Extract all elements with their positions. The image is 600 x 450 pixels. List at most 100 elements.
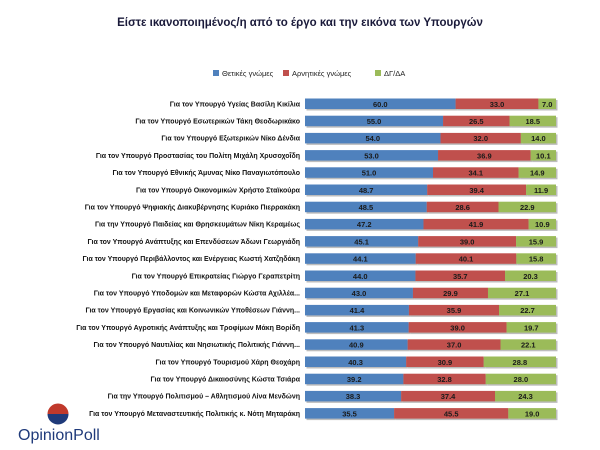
bar-value-label: 19.7 <box>524 323 539 332</box>
bar-value-label: 10.1 <box>536 151 551 160</box>
bar-segment-0 <box>305 408 395 419</box>
bar-segment-0 <box>305 218 424 230</box>
bar-value-label: 20.3 <box>523 272 538 281</box>
legend-label-2: ΔΓ/ΔΑ <box>384 69 405 78</box>
bar-value-label: 43.0 <box>352 289 367 298</box>
bar-segment-0 <box>305 322 409 333</box>
bar-value-label: 28.0 <box>514 375 529 384</box>
bar-value-label: 41.4 <box>350 306 365 315</box>
bar-segment-2 <box>518 167 556 178</box>
category-label: Για τον Υπουργό Ψηφιακής Διακυβέρνησης Κ… <box>85 204 300 211</box>
category-label: Για τον Υπουργό Ανάπτυξης και Επενδύσεων… <box>88 239 300 246</box>
bar-segment-2 <box>505 270 556 281</box>
bar-segment-1 <box>401 390 496 402</box>
bar-segment-1 <box>418 236 517 247</box>
bar-segment-2 <box>530 150 556 161</box>
bar-value-label: 54.0 <box>365 134 380 143</box>
category-label: Για τον Υπουργό Υγείας Βασίλη Κικίλια <box>170 100 301 108</box>
bar-segment-2 <box>487 287 556 299</box>
category-label: Για τον Υπουργό Εξωτερικών Νίκο Δένδια <box>161 136 300 143</box>
bar-value-label: 55.0 <box>367 117 382 126</box>
bar-value-label: 41.9 <box>469 220 484 229</box>
logo-globe-highlight <box>46 402 70 426</box>
category-label: Για τον Υπουργό Εσωτερικών Τάκη Θεοδωρικ… <box>135 118 300 125</box>
bar-value-label: 51.0 <box>362 169 377 178</box>
category-label: Για τον Υπουργό Υποδομών και Μεταφορών Κ… <box>94 289 300 297</box>
bar-value-label: 60.0 <box>373 100 388 109</box>
bar-value-label: 11.9 <box>534 186 548 195</box>
bar-segment-1 <box>443 115 510 127</box>
category-label: Για τον Υπουργό Εργασίας και Κοινωνικών … <box>86 308 301 315</box>
bar-value-label: 45.5 <box>444 409 459 418</box>
opinionpoll-logo: OpinionPoll <box>18 402 100 444</box>
bar-value-label: 30.9 <box>438 358 453 367</box>
bar-segment-2 <box>528 218 556 230</box>
bar-segment-1 <box>412 287 488 299</box>
bar-segment-2 <box>516 236 556 247</box>
bar-value-label: 39.2 <box>347 375 362 384</box>
bar-segment-0 <box>305 184 428 195</box>
bar-value-label: 7.0 <box>542 100 552 109</box>
bar-segment-0 <box>305 304 409 316</box>
bar-value-label: 22.1 <box>521 341 536 350</box>
bar-segment-0 <box>305 373 404 385</box>
bar-value-label: 48.7 <box>359 186 374 195</box>
bar-segment-0 <box>305 167 434 178</box>
bar-value-label: 32.0 <box>473 134 488 143</box>
bar-value-label: 47.2 <box>357 220 372 229</box>
legend-label-1: Αρνητικές γνώμες <box>292 69 352 78</box>
bar-segment-0 <box>305 150 439 161</box>
bar-value-label: 14.0 <box>531 134 546 143</box>
bar-segment-1 <box>426 201 499 213</box>
bar-value-label: 39.0 <box>460 237 475 246</box>
chart-title: Είστε ικανοποιημένος/η από το έργο και τ… <box>117 17 483 29</box>
logo-text: OpinionPoll <box>18 427 100 444</box>
bar-segment-1 <box>403 373 486 385</box>
bar-segment-1 <box>407 339 501 350</box>
bar-segment-2 <box>498 201 556 213</box>
bar-segment-0 <box>305 115 444 127</box>
bar-segment-0 <box>305 339 408 350</box>
bar-value-label: 22.7 <box>520 306 535 315</box>
bar-value-label: 22.9 <box>520 203 535 212</box>
bar-value-label: 32.8 <box>437 375 452 384</box>
legend-swatch-2 <box>375 70 381 76</box>
bar-segment-2 <box>508 408 556 419</box>
bar-segment-2 <box>538 98 556 109</box>
category-label: Για τον Υπουργό Αγροτικής Ανάπτυξης και … <box>76 325 300 332</box>
bar-segment-0 <box>305 287 413 299</box>
bar-segment-1 <box>423 218 529 230</box>
bar-value-label: 14.9 <box>530 169 545 178</box>
bar-segment-1 <box>415 253 517 264</box>
category-label: Για τον Υπουργό Τουρισμού Χάρη Θεοχάρη <box>156 359 300 366</box>
bar-value-label: 15.9 <box>529 237 544 246</box>
bar-segment-1 <box>408 304 500 316</box>
bar-value-label: 36.9 <box>477 151 492 160</box>
category-label: Για την Υπουργό Πολιτισμού – Αθλητισμού … <box>108 393 300 401</box>
bar-value-label: 39.4 <box>469 186 484 195</box>
bar-segment-2 <box>485 373 556 385</box>
bar-segment-0 <box>305 98 456 109</box>
bar-segment-2 <box>516 253 556 264</box>
bar-segment-1 <box>433 167 519 178</box>
bar-value-label: 15.8 <box>529 255 544 264</box>
bar-value-label: 34.1 <box>469 169 484 178</box>
bar-value-label: 44.1 <box>353 255 368 264</box>
bar-value-label: 28.8 <box>513 358 528 367</box>
bar-value-label: 35.9 <box>447 306 462 315</box>
chart-legend: Θετικές γνώμες Αρνητικές γνώμες ΔΓ/ΔΑ <box>213 69 405 78</box>
bar-value-label: 24.3 <box>518 392 533 401</box>
bar-value-label: 29.9 <box>443 289 458 298</box>
bar-segment-1 <box>455 98 539 109</box>
bar-segment-0 <box>305 132 441 144</box>
bar-segment-1 <box>438 150 531 161</box>
bar-segment-2 <box>495 390 556 402</box>
bar-value-label: 40.1 <box>459 255 474 264</box>
category-label: Για τον Υπουργό Δικαιοσύνης Κώστα Τσιάρα <box>151 376 301 383</box>
bar-value-label: 33.0 <box>490 100 505 109</box>
bar-value-label: 10.9 <box>535 220 550 229</box>
bar-segment-2 <box>483 356 556 367</box>
bar-segment-1 <box>427 184 527 195</box>
category-label: Για τον Υπουργό Επικρατείας Γιώργο Γεραπ… <box>132 273 300 280</box>
